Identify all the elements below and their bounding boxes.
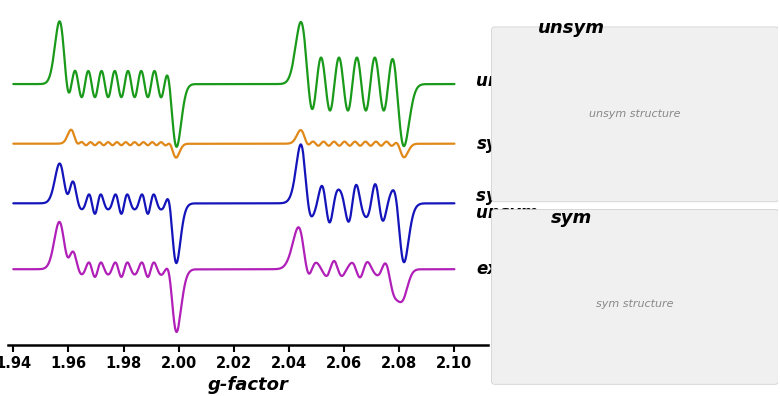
Text: sym +: sym + [477,187,534,205]
Text: unsym: unsym [477,72,538,90]
Text: unsym: unsym [477,204,538,222]
X-axis label: g-factor: g-factor [207,376,288,394]
Text: sym: sym [551,209,592,227]
Text: sym: sym [477,135,515,153]
Text: unsym: unsym [538,19,605,37]
Text: unsym structure: unsym structure [589,109,681,119]
FancyBboxPatch shape [491,209,778,384]
FancyBboxPatch shape [491,27,778,202]
Text: exp: exp [477,260,510,278]
Text: sym structure: sym structure [596,299,674,309]
